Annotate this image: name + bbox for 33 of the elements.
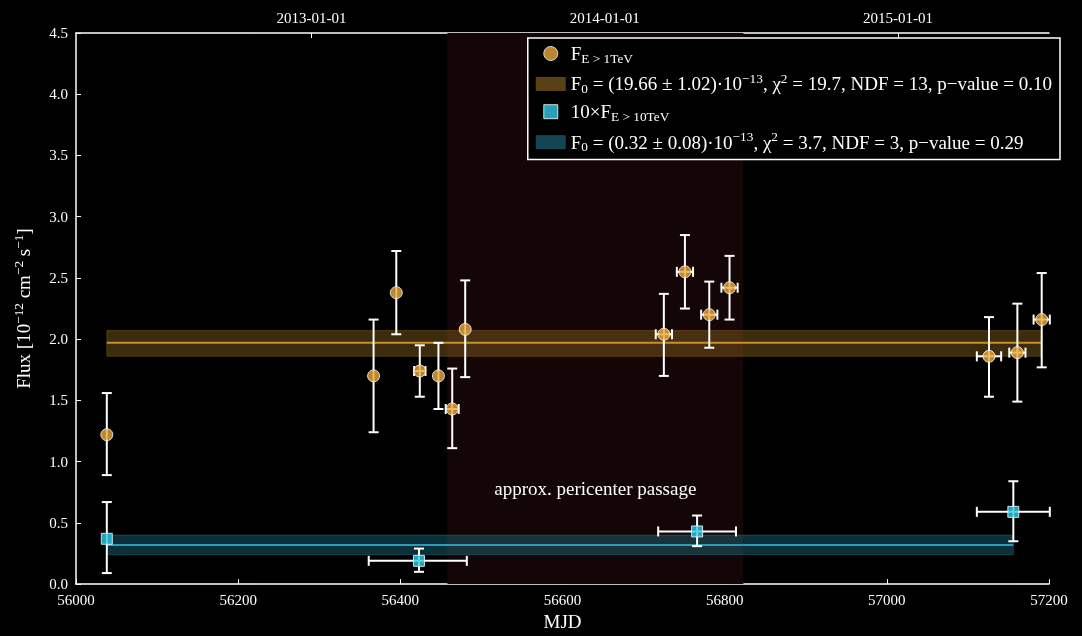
x2-tick-label: 2014-01-01 [569, 9, 640, 26]
x-axis-title: MJD [543, 611, 582, 632]
point [100, 532, 113, 545]
y-tick-label: 0.5 [49, 514, 68, 531]
y-tick-label: 4.0 [49, 86, 68, 103]
x-tick-label: 57200 [1030, 591, 1068, 608]
y-tick-label: 2.5 [49, 269, 68, 286]
x-tick-label: 56600 [543, 591, 582, 608]
point [100, 428, 114, 442]
x-tick-label: 56400 [381, 591, 420, 608]
point [431, 369, 445, 383]
point [367, 369, 381, 383]
y-axis-title: Flux [10−12 cm−2 s−1] [10, 228, 35, 389]
point [412, 554, 425, 567]
point [1007, 505, 1020, 518]
point [389, 286, 403, 300]
point [691, 525, 704, 538]
y-tick-label: 2.0 [49, 331, 68, 348]
band-label: approx. pericenter passage [494, 478, 697, 500]
point [982, 349, 996, 363]
y-tick-label: 4.5 [49, 25, 68, 41]
y-tick-label: 1.0 [49, 453, 68, 470]
x-tick-label: 56800 [705, 591, 744, 608]
y-tick-label: 1.5 [49, 392, 68, 409]
x-tick-label: 57000 [868, 591, 906, 608]
y-tick-label: 3.0 [49, 208, 68, 225]
x2-tick-label: 2013-01-01 [276, 9, 347, 26]
y-tick-label: 0.0 [49, 576, 68, 593]
x-tick-label: 56200 [219, 591, 257, 608]
x2-tick-label: 2015-01-01 [862, 9, 933, 26]
point [458, 322, 472, 336]
x-tick-label: 56000 [57, 591, 95, 608]
y-tick-label: 3.5 [49, 147, 68, 164]
